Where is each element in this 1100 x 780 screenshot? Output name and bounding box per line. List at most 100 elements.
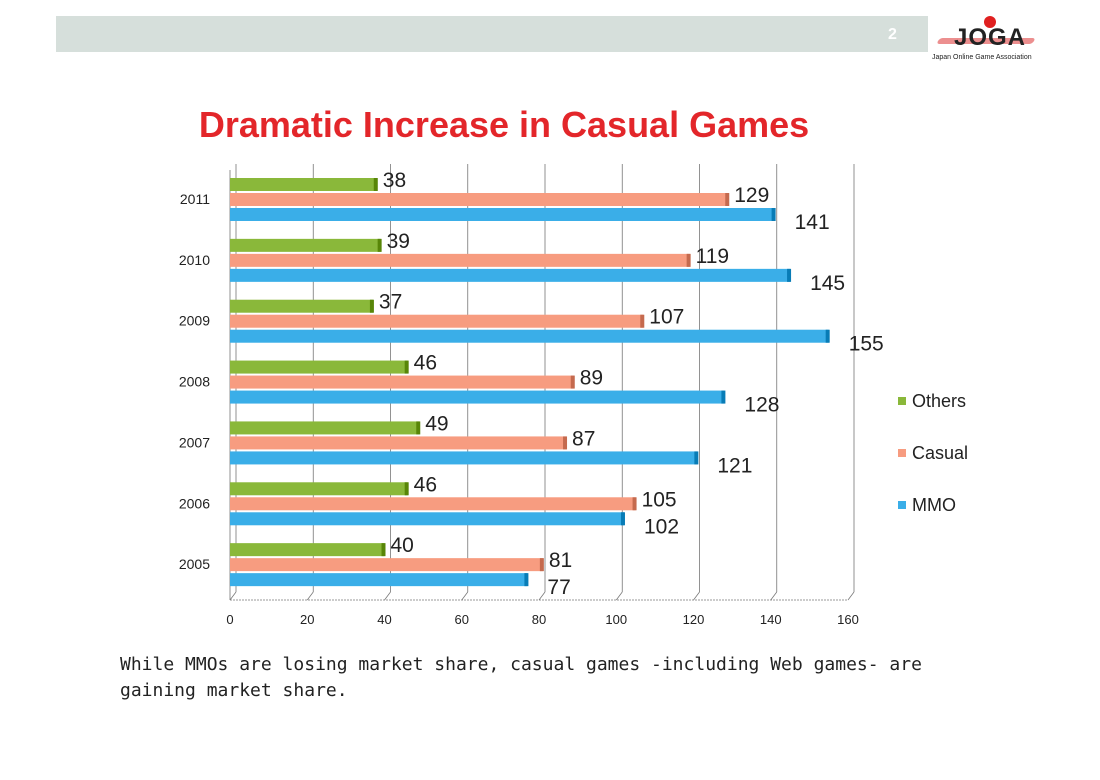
y-tick-label: 2009 <box>179 313 210 329</box>
chart-legend: Others Casual MMO <box>898 388 968 544</box>
gridline-depth <box>847 591 855 601</box>
data-label: 129 <box>734 184 769 207</box>
x-tick-label: 140 <box>760 612 782 627</box>
legend-label: Casual <box>912 442 969 463</box>
data-label: 38 <box>383 169 406 192</box>
gridline-depth <box>384 591 391 601</box>
bar-others <box>230 421 420 435</box>
bar-end-others <box>373 178 378 191</box>
bar-casual <box>230 253 690 267</box>
legend-swatch <box>898 449 906 457</box>
data-label: 40 <box>391 534 414 557</box>
bar-others <box>230 299 373 313</box>
data-label: 145 <box>810 272 845 295</box>
gridline-depth <box>693 591 700 601</box>
data-label: 49 <box>425 412 448 435</box>
chart-title: Dramatic Increase in Casual Games <box>198 104 810 145</box>
bar-mmo <box>230 512 624 526</box>
x-tick-label: 120 <box>683 612 705 627</box>
bar-casual <box>230 193 729 206</box>
bar-mmo <box>230 208 775 221</box>
x-tick-label: 20 <box>300 612 314 627</box>
bar-others <box>230 360 408 374</box>
gridline-depth <box>461 591 469 601</box>
bar-chart: 0 20 40 60 80 100 120 140 160 2011 38 129 141 2010 39 1… <box>179 164 884 627</box>
gridline-depth <box>229 591 237 601</box>
gridline-depth <box>615 591 623 601</box>
x-tick-label: 80 <box>532 612 546 627</box>
x-tick-label: 160 <box>837 612 859 627</box>
data-label: 105 <box>642 488 677 511</box>
logo-figure-icon <box>984 16 996 28</box>
legend-label: Others <box>912 390 967 411</box>
y-tick-label: 2007 <box>179 434 210 450</box>
bar-mmo <box>230 329 829 343</box>
bar-others <box>230 482 408 496</box>
bar-casual <box>230 436 567 450</box>
gridline-depth <box>538 591 546 601</box>
x-tick-label: 0 <box>226 612 233 627</box>
data-label: 155 <box>849 333 884 356</box>
joga-logo: JOGA Japan Online Game Association <box>928 14 1040 74</box>
page-number: 2 <box>888 26 897 43</box>
bar-end-others <box>404 360 409 374</box>
data-label: 107 <box>649 306 684 329</box>
bar-mmo <box>230 390 725 404</box>
bar-end-others <box>377 238 382 252</box>
x-tick-label: 60 <box>455 612 469 627</box>
data-label: 87 <box>572 427 595 450</box>
y-tick-label: 2008 <box>179 374 210 390</box>
data-label: 102 <box>644 515 679 538</box>
bar-end-others <box>404 482 409 496</box>
legend-item: Others <box>898 388 968 414</box>
data-label: 39 <box>387 230 410 253</box>
header-band <box>56 16 928 52</box>
bar-end-casual <box>640 314 645 328</box>
bar-end-others <box>381 543 386 557</box>
legend-item: Casual <box>898 440 968 466</box>
x-tick-label: 40 <box>377 612 391 627</box>
data-label: 128 <box>744 394 779 417</box>
bar-end-casual <box>686 253 691 267</box>
bar-end-mmo <box>524 573 529 587</box>
data-label: 89 <box>580 367 603 390</box>
gridline-depth <box>306 591 314 601</box>
legend-item: MMO <box>898 492 968 518</box>
bar-casual <box>230 497 636 511</box>
data-label: 46 <box>414 352 437 375</box>
bar-end-casual <box>725 193 730 206</box>
bar-end-others <box>369 299 374 313</box>
y-tick-label: 2006 <box>179 495 210 511</box>
data-label: 141 <box>795 211 830 234</box>
data-label: 37 <box>379 291 402 314</box>
bar-mmo <box>230 268 791 282</box>
legend-swatch <box>898 397 906 405</box>
bar-end-mmo <box>694 451 699 465</box>
y-tick-label: 2005 <box>179 556 210 572</box>
bar-end-others <box>416 421 421 435</box>
bar-end-casual <box>539 558 544 572</box>
caption-text: While MMOs are losing market share, casu… <box>120 654 922 701</box>
data-label: 121 <box>717 454 752 477</box>
bar-casual <box>230 314 644 328</box>
gridline-depth <box>770 591 778 601</box>
data-label: 81 <box>549 549 572 572</box>
y-tick-label: 2011 <box>180 191 210 207</box>
bar-mmo <box>230 573 528 587</box>
data-label: 77 <box>547 576 570 599</box>
logo-text: JOGA <box>954 24 1027 51</box>
bar-end-mmo <box>721 390 726 404</box>
x-tick-label: 100 <box>605 612 627 627</box>
y-tick-label: 2010 <box>179 252 210 268</box>
bar-mmo <box>230 451 698 465</box>
data-label: 46 <box>414 473 437 496</box>
bar-end-mmo <box>787 268 792 282</box>
bar-end-casual <box>570 375 575 389</box>
bar-end-casual <box>632 497 637 511</box>
bar-others <box>230 238 381 252</box>
legend-swatch <box>898 501 906 509</box>
logo-subtitle: Japan Online Game Association <box>932 54 1032 61</box>
bar-casual <box>230 558 543 572</box>
bar-end-mmo <box>825 329 830 343</box>
bar-casual <box>230 375 574 389</box>
